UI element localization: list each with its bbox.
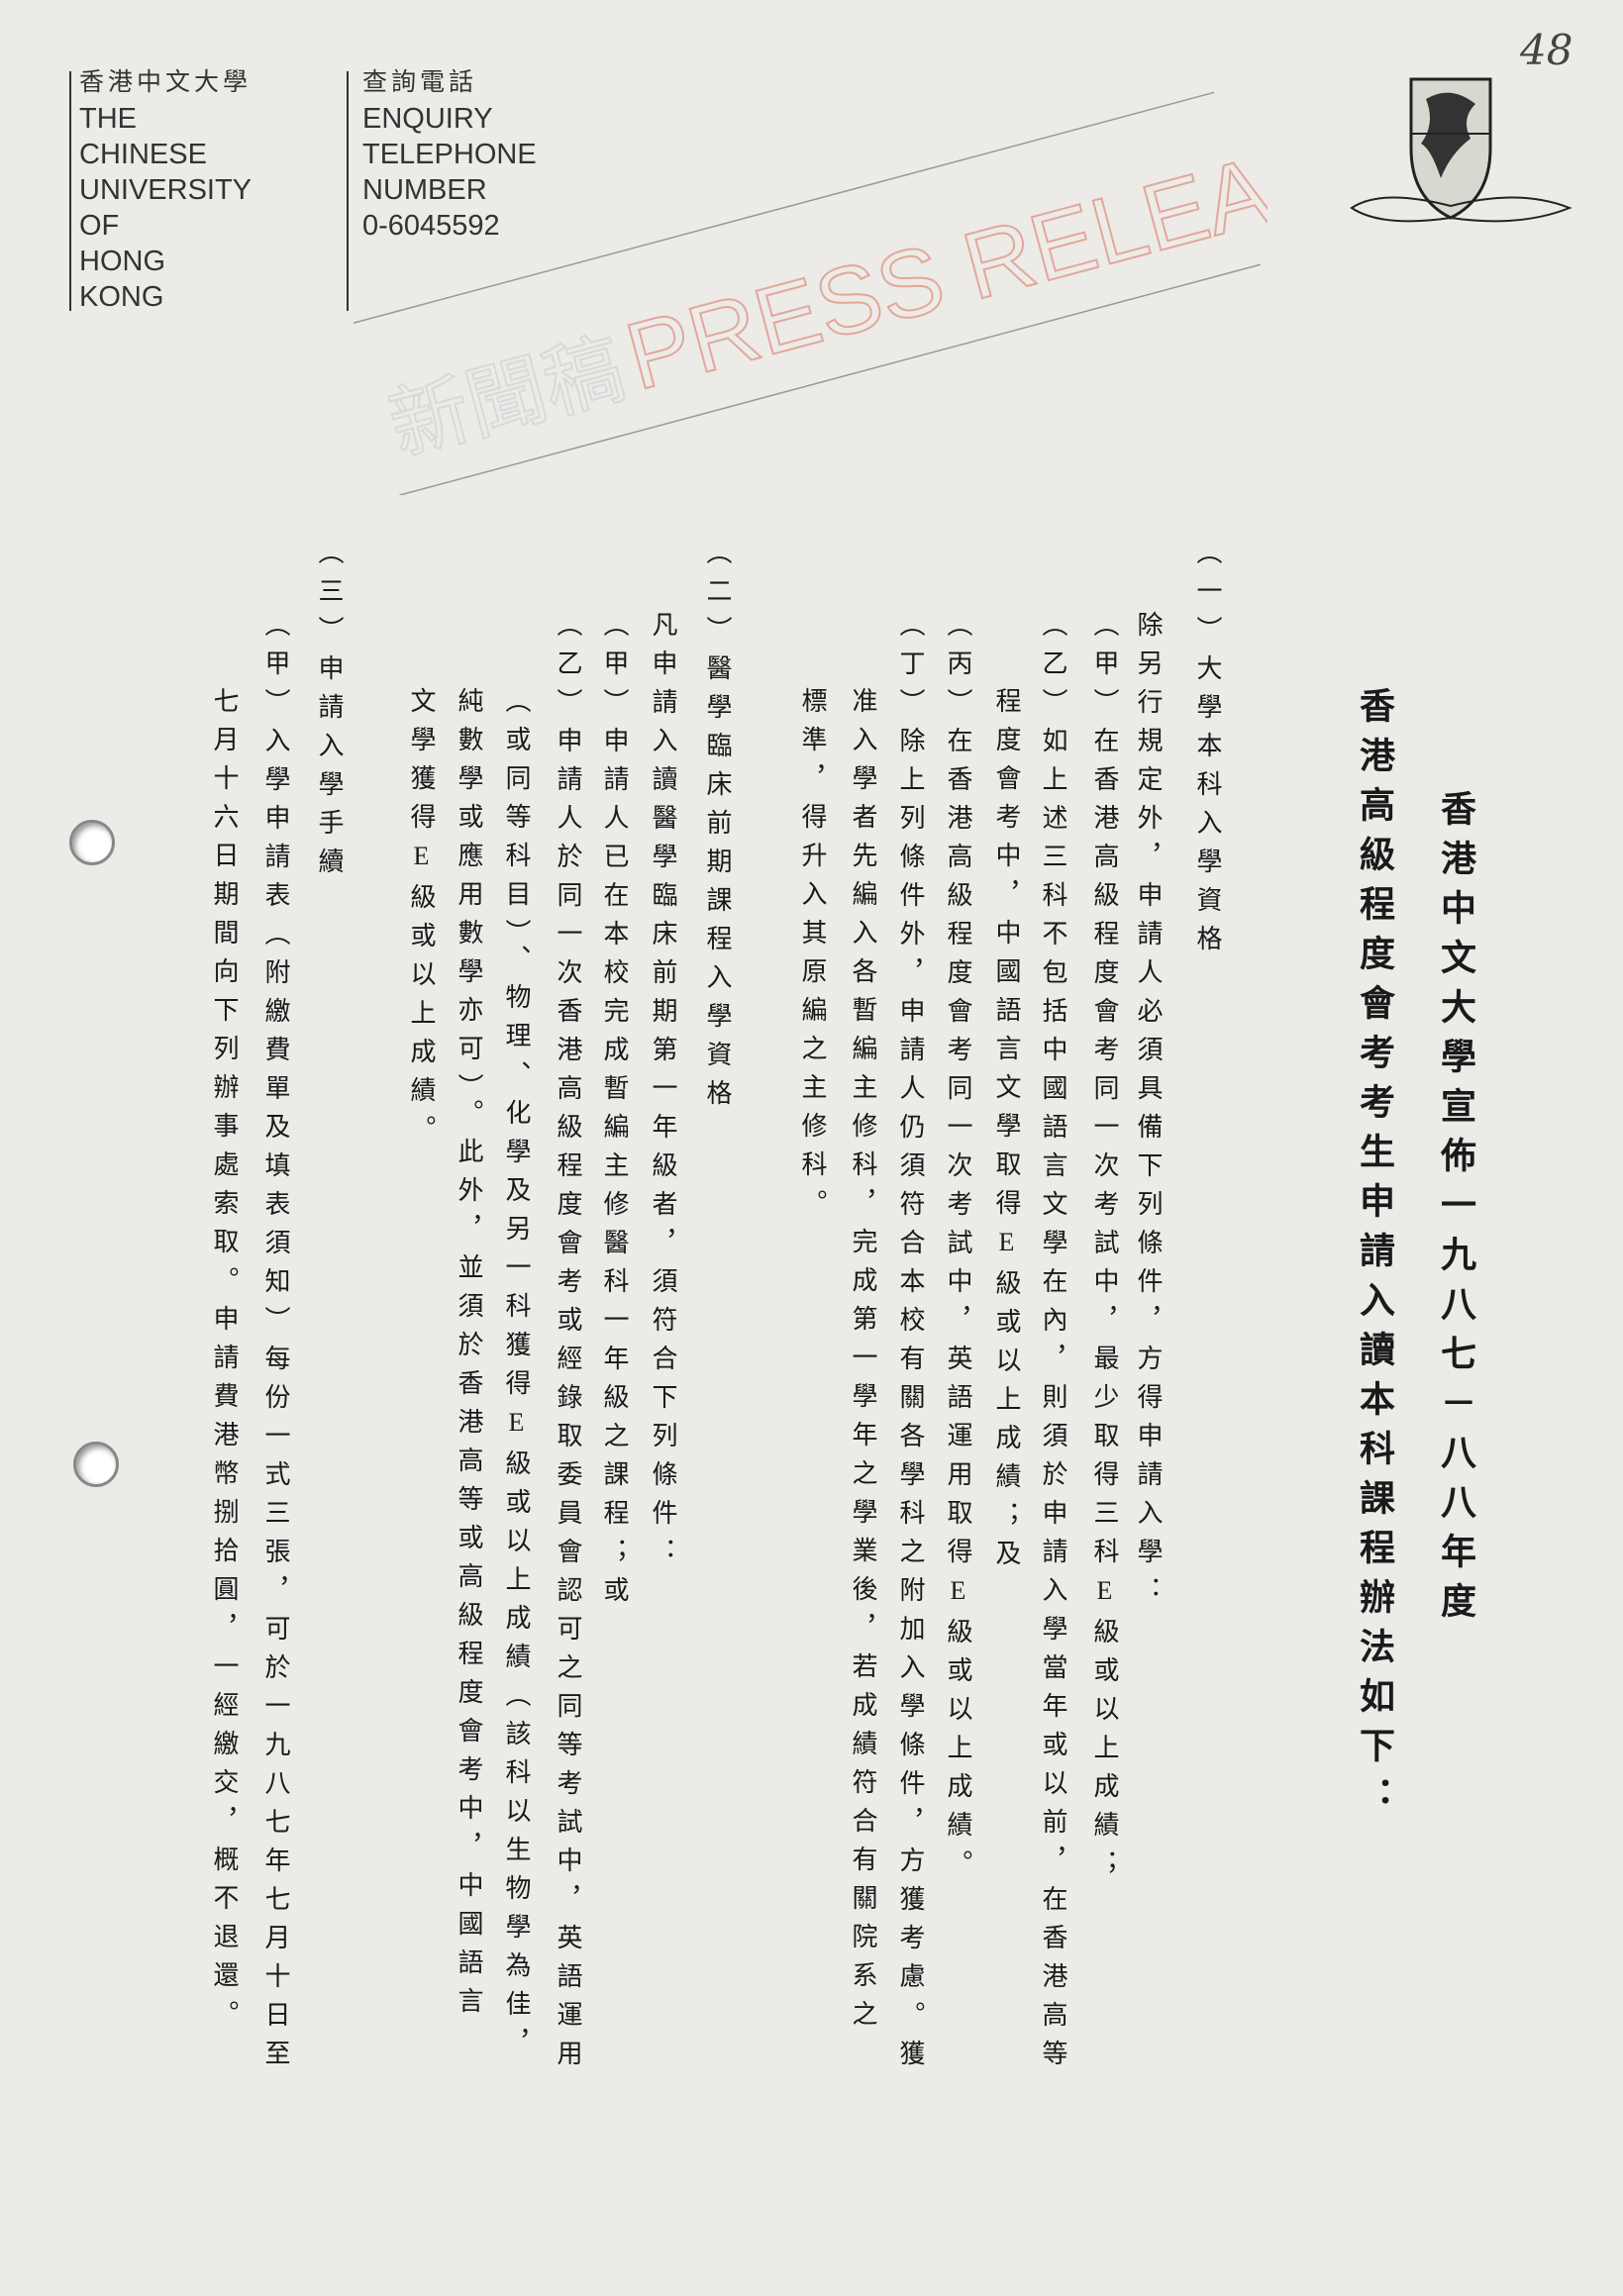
university-en: THE: [79, 103, 137, 135]
body-line: 程度會考中，中國語言文學取得E級或以上成績；及: [992, 687, 1021, 1578]
university-en: KONG: [79, 281, 164, 313]
university-en: UNIVERSITY: [79, 174, 253, 206]
body-line: 標準，得升入其原編之主修科。: [798, 687, 827, 1228]
section-heading: （三）申請入學手續: [315, 539, 344, 886]
body-line: （丙）在香港高級程度會考同一次考試中，英語運用取得E級或以上成績。: [944, 611, 972, 1888]
divider: [69, 71, 71, 311]
section-heading: （二）醫學臨床前期課程入學資格: [703, 539, 732, 1118]
title-line: 香港高級程度會考考生申請入讀本科課程辦法如下：: [1355, 687, 1394, 1826]
body-line: （甲）在香港高級程度會考同一次考試中，最少取得三科E級或以上成績；: [1090, 611, 1119, 1888]
enquiry-block: 查詢電話 ENQUIRY TELEPHONE NUMBER 0-6045592: [362, 65, 537, 244]
punch-hole: [69, 820, 115, 865]
watermark-en: PRESS RELEASE: [616, 104, 1268, 410]
body-line: 文學獲得E級或以上成績。: [407, 687, 436, 1153]
body-line: 凡申請入讀醫學臨床前期第一年級者，須符合下列條件：: [649, 611, 677, 1576]
university-block: 香港中文大學 THE CHINESE UNIVERSITY OF HONG KONG: [79, 65, 252, 315]
body-line: （甲）入學申請表（附繳費單及填表須知）每份一式三張，可於一九八七年七月十日至: [261, 611, 290, 2078]
page-number: 48: [1520, 26, 1573, 74]
enquiry-en: ENQUIRY: [362, 103, 493, 135]
enquiry-en: NUMBER: [362, 174, 487, 206]
body-line: （丁）除上列條件外，申請人仍須符合本校有關各學科之附加入學條件，方獲考慮。獲: [896, 611, 925, 2078]
watermark-zh: 新聞稿: [380, 322, 634, 472]
university-en: HONG: [79, 246, 165, 277]
body-line: 除另行規定外，申請人必須具備下列條件，方得申請入學：: [1134, 611, 1163, 1615]
logo: [1350, 77, 1572, 223]
university-zh: 香港中文大學: [79, 69, 253, 96]
body-line: 純數學或應用數學亦可）。此外，並須於香港高等或高級程度會考中，中國語言: [455, 687, 483, 2026]
body-line: 七月十六日期間向下列辦事處索取。申請費港幣捌拾圓，一經繳交，概不退還。: [210, 687, 239, 2039]
watermark: 新聞稿 PRESS RELEASE: [353, 91, 1268, 495]
section-heading: （一）大學本科入學資格: [1193, 539, 1222, 963]
enquiry-zh: 查詢電話: [362, 69, 478, 96]
title-line: 香港中文大學宣佈一九八七－八八年度: [1436, 790, 1475, 1632]
body-line: （乙）申請人於同一次香港高級程度會考或經錄取委員會認可之同等考試中，英語運用: [554, 611, 582, 2078]
university-en: CHINESE: [79, 139, 207, 170]
enquiry-en: TELEPHONE: [362, 139, 537, 170]
university-en: OF: [79, 210, 120, 242]
phone: 0-6045592: [362, 210, 500, 242]
body-line: （或同等科目）、物理、化學及另一科獲得E級或以上成績（該科以生物學為佳，: [502, 687, 531, 2067]
body-line: 准入學者先編入各暫編主修科，完成第一學年之學業後，若成績符合有關院系之: [849, 687, 877, 2039]
body-line: （乙）如上述三科不包括中國語言文學在內，則須於申請入學當年或以前，在香港高等: [1039, 611, 1067, 2078]
punch-hole: [73, 1442, 119, 1487]
divider: [347, 71, 349, 311]
body-line: （甲）申請人已在本校完成暫編主修醫科一年級之課程；或: [600, 611, 629, 1615]
